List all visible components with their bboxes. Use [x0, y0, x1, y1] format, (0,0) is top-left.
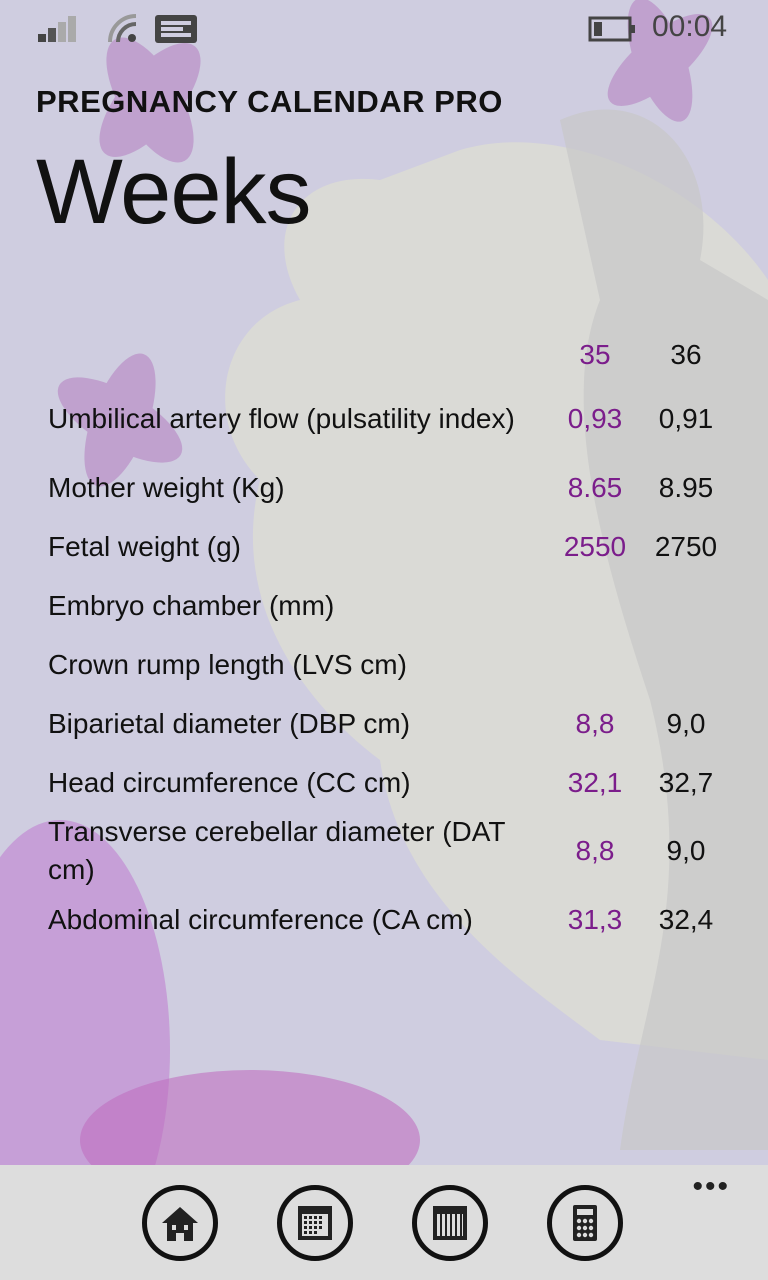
calculator-icon	[573, 1205, 597, 1241]
wifi-icon	[108, 14, 137, 43]
value-week-36: 8.95	[658, 471, 714, 503]
home-icon	[162, 1207, 198, 1241]
column-header-36: 36	[670, 339, 702, 370]
value-week-35: 32,1	[567, 766, 623, 798]
page-title: Weeks	[36, 141, 312, 243]
value-week-35: 8,8	[575, 707, 615, 739]
row-label: Crown rump length (LVS cm)	[48, 648, 407, 680]
app-bar: •••	[0, 1165, 768, 1280]
table-row: Head circumference (CC cm) 32,1 32,7	[0, 753, 768, 812]
message-icon	[155, 15, 197, 43]
battery-icon	[588, 16, 635, 42]
week-calendar-button[interactable]	[412, 1185, 488, 1261]
value-week-35: 8,8	[575, 835, 615, 866]
table-row: Transverse cerebellar diameter (DAT cm) 8…	[0, 812, 768, 890]
table-row: Biparietal diameter (DBP cm) 8,8 9,0	[0, 694, 768, 753]
table-row: Crown rump length (LVS cm)	[0, 635, 768, 694]
calendar-month-icon	[298, 1206, 332, 1240]
signal-icon	[38, 16, 76, 42]
row-label: Embryo chamber (mm)	[48, 589, 335, 621]
table-row: Fetal weight (g) 2550 2750	[0, 517, 768, 576]
calendar-week-icon	[433, 1206, 467, 1240]
more-options-button[interactable]: •••	[692, 1170, 730, 1203]
row-label: Fetal weight (g)	[48, 530, 241, 562]
month-calendar-button[interactable]	[277, 1185, 353, 1261]
row-label: Transverse cerebellar diameter (DAT cm)	[48, 816, 505, 885]
value-week-36: 9,0	[666, 707, 706, 739]
column-header-35: 35	[579, 339, 611, 370]
row-label: Head circumference (CC cm)	[48, 766, 411, 798]
table-row: Abdominal circumference (CA cm) 31,3 32,4	[0, 890, 768, 949]
table-header: 35 36	[0, 330, 768, 380]
row-label: Biparietal diameter (DBP cm)	[48, 707, 411, 739]
row-label: Mother weight (Kg)	[48, 471, 285, 503]
table-row: Mother weight (Kg) 8.65 8.95	[0, 458, 768, 517]
value-week-35: 0,93	[567, 403, 623, 434]
row-label: Umbilical artery flow (pulsatility index…	[48, 403, 515, 434]
value-week-35: 31,3	[567, 903, 623, 935]
table-row: Embryo chamber (mm)	[0, 576, 768, 635]
value-week-35: 2550	[563, 530, 627, 562]
value-week-36: 32,4	[658, 903, 714, 935]
value-week-36: 9,0	[666, 835, 706, 866]
app-title: PREGNANCY CALENDAR PRO	[36, 84, 503, 119]
row-label: Abdominal circumference (CA cm)	[48, 903, 473, 935]
value-week-35: 8.65	[567, 471, 623, 503]
calculator-button[interactable]	[547, 1185, 623, 1261]
home-button[interactable]	[142, 1185, 218, 1261]
table-row: Umbilical artery flow (pulsatility index…	[0, 380, 768, 458]
value-week-36: 2750	[654, 530, 718, 562]
weeks-table: 35 36 Umbilical artery flow (pulsatility…	[0, 330, 768, 949]
value-week-36: 0,91	[658, 403, 714, 434]
status-bar: 00:04	[0, 0, 768, 60]
status-time: 00:04	[652, 10, 728, 43]
value-week-36: 32,7	[658, 766, 714, 798]
